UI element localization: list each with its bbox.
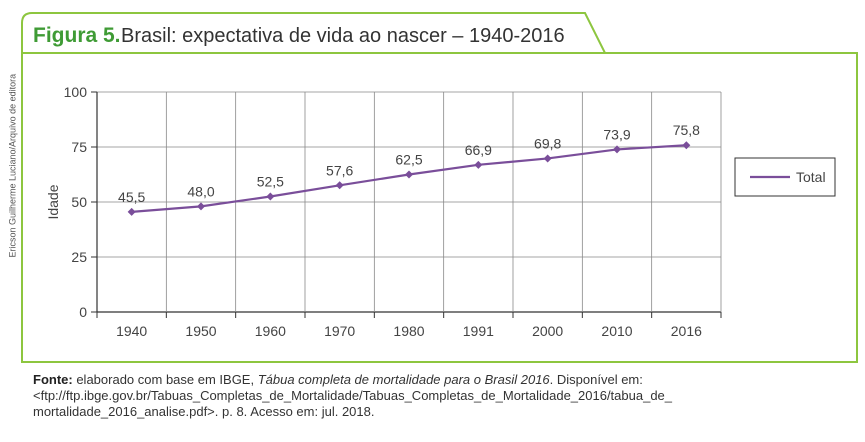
- x-tick-label: 1960: [255, 323, 286, 339]
- legend: Total: [734, 157, 836, 197]
- y-tick-label: 0: [79, 304, 87, 320]
- legend-label-total: Total: [796, 169, 826, 185]
- data-label: 57,6: [326, 162, 353, 178]
- data-point: [266, 192, 275, 201]
- plot-area: 0 25 50 75 100 1940 1950 1960 1970 1980 1991 2000 2…: [64, 84, 722, 339]
- data-point: [127, 207, 136, 216]
- figure-label: Figura 5.: [33, 24, 121, 47]
- data-point: [474, 160, 483, 169]
- data-label: 73,9: [603, 126, 630, 142]
- source-text-1: elaborado com base em IBGE,: [72, 372, 258, 387]
- data-point: [335, 181, 344, 190]
- data-point: [682, 141, 691, 150]
- x-tick-label: 2010: [601, 323, 632, 339]
- x-tick-label: 1970: [324, 323, 355, 339]
- data-point: [197, 202, 205, 211]
- x-tick-label: 2000: [532, 323, 563, 339]
- figure-frame: [21, 12, 858, 363]
- x-tick-label: 1940: [116, 323, 147, 339]
- figure-title: Brasil: expectativa de vida ao nascer – …: [121, 25, 565, 47]
- data-point: [405, 170, 413, 179]
- data-point: [613, 145, 621, 154]
- data-point: [543, 154, 552, 163]
- data-label: 52,5: [257, 174, 284, 190]
- source-title: Tábua completa de mortalidade para o Bra…: [257, 372, 550, 387]
- x-tick-label: 1991: [463, 323, 494, 339]
- y-tick-label: 25: [71, 249, 87, 265]
- data-label: 75,8: [673, 122, 700, 138]
- data-label: 69,8: [534, 135, 561, 151]
- source-text-2: . Disponível em: <ftp://ftp.ibge.gov.br/…: [33, 372, 673, 419]
- data-label: 66,9: [465, 142, 492, 158]
- data-points: [127, 141, 691, 216]
- y-tick-label: 100: [64, 84, 88, 100]
- y-tick-label: 75: [71, 139, 87, 155]
- x-tick-label: 1980: [393, 323, 424, 339]
- source-label: Fonte:: [33, 372, 73, 387]
- x-axis-ticks: 1940 1950 1960 1970 1980 1991 2000 2010 2016: [116, 323, 702, 339]
- x-tick-label: 2016: [671, 323, 702, 339]
- data-label: 48,0: [187, 183, 214, 199]
- x-tick-label: 1950: [185, 323, 216, 339]
- source-note: Fonte: elaborado com base em IBGE, Tábua…: [33, 372, 833, 420]
- y-axis-label: Idade: [45, 184, 61, 219]
- y-tick-label: 50: [71, 194, 87, 210]
- data-label: 45,5: [118, 189, 145, 205]
- data-label: 62,5: [395, 152, 422, 168]
- y-axis-ticks: 0 25 50 75 100: [64, 84, 97, 320]
- data-labels: 45,5 48,0 52,5 57,6 62,5 66,9 69,8 73,9 75,8: [118, 122, 700, 205]
